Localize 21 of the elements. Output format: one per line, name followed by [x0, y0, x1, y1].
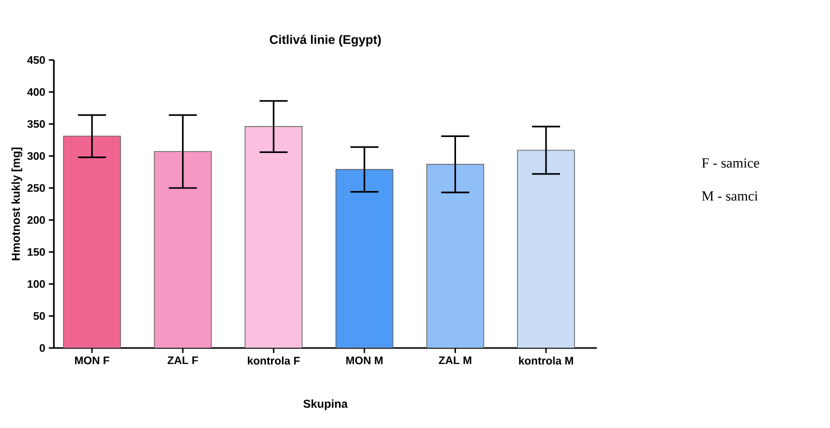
y-tick-label: 150 — [28, 248, 45, 256]
x-tick-label: kontrola M — [519, 356, 573, 365]
y-tick-label: 450 — [27, 56, 45, 64]
y-tick-label: 200 — [27, 216, 45, 224]
y-tick-label: 100 — [28, 280, 45, 288]
x-tick-label: MON F — [75, 356, 110, 364]
x-tick-label: ZAL M — [438, 356, 472, 364]
y-axis-title: Hmotnost kukly [mg] — [12, 148, 22, 260]
y-tick-label: 250 — [27, 184, 45, 192]
y-tick-label: 400 — [27, 88, 45, 96]
y-tick-label: 0 — [40, 344, 45, 352]
x-tick-label: MON M — [346, 356, 383, 364]
x-axis-title: Skupina — [303, 399, 348, 410]
y-tick-label: 50 — [34, 312, 45, 320]
y-tick-label: 300 — [27, 152, 45, 160]
text: M - samci — [702, 191, 758, 201]
text: F - samice — [702, 158, 760, 168]
y-tick-label: 350 — [27, 120, 45, 128]
chart-title: Citlivá linie (Egypt) — [270, 34, 381, 47]
x-tick-label: ZAL F — [168, 356, 198, 364]
x-tick-label: kontrola F — [248, 356, 300, 365]
